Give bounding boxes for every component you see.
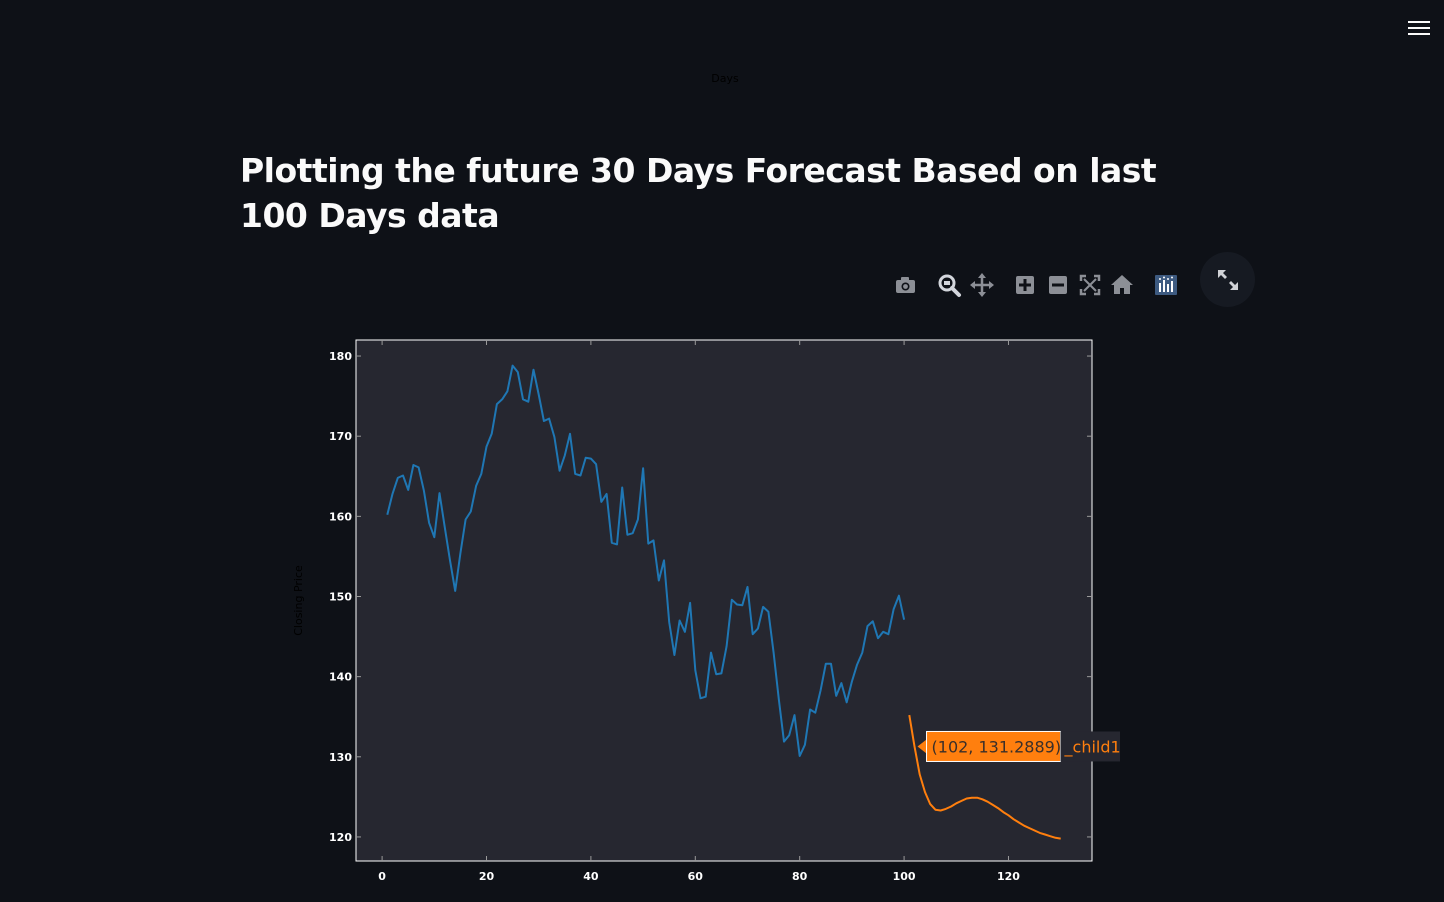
y-tick-label: 130 (329, 751, 352, 764)
y-tick-label: 160 (329, 510, 352, 523)
y-tick-label: 140 (329, 671, 352, 684)
plot-area (355, 339, 1093, 862)
zoom-out-icon[interactable] (1043, 270, 1073, 300)
zoom-icon[interactable] (934, 270, 964, 300)
x-tick-label: 100 (893, 870, 916, 883)
x-tick-label: 40 (583, 870, 599, 883)
y-axis-label: Closing Price (292, 565, 305, 636)
page-title: Plotting the future 30 Days Forecast Bas… (240, 151, 1157, 235)
main-menu-button[interactable] (1408, 16, 1432, 40)
camera-icon[interactable] (890, 270, 920, 300)
hover-pointer (917, 739, 927, 754)
zoom-in-icon[interactable] (1010, 270, 1040, 300)
autoscale-icon[interactable] (1075, 270, 1105, 300)
chart-logo-icon[interactable] (1151, 270, 1181, 300)
series-line-history[interactable] (386, 364, 906, 757)
expand-icon (1217, 269, 1238, 290)
menu-bar (1408, 27, 1430, 29)
y-tick-label: 170 (329, 430, 352, 443)
y-tick-label: 150 (329, 590, 352, 603)
x-tick-label: 120 (997, 870, 1020, 883)
previous-chart-xlabel: Days (711, 72, 739, 85)
forecast-chart[interactable]: 120 130 140 150 160 170 180 0 20 40 60 80 100 120 Clo… (280, 320, 1125, 898)
fullscreen-button[interactable] (1200, 252, 1255, 307)
hover-name-box (1060, 731, 1125, 762)
x-tick-label: 80 (792, 870, 808, 883)
hover-value: (102, 131.2889) (932, 737, 1062, 756)
menu-bar (1408, 33, 1430, 35)
x-tick-label: 20 (479, 870, 495, 883)
home-icon[interactable] (1107, 270, 1137, 300)
series-line-forecast[interactable] (908, 714, 1061, 840)
pan-icon[interactable] (967, 270, 997, 300)
menu-bar (1408, 21, 1430, 23)
x-tick-label: 0 (378, 870, 386, 883)
hover-series-name: _child1 (1064, 737, 1120, 757)
y-tick-label: 180 (329, 350, 352, 363)
y-tick-label: 120 (329, 831, 352, 844)
x-tick-label: 60 (688, 870, 704, 883)
forecast-chart-svg: 120 130 140 150 160 170 180 0 20 40 60 80 100 120 Clo… (292, 339, 1125, 883)
